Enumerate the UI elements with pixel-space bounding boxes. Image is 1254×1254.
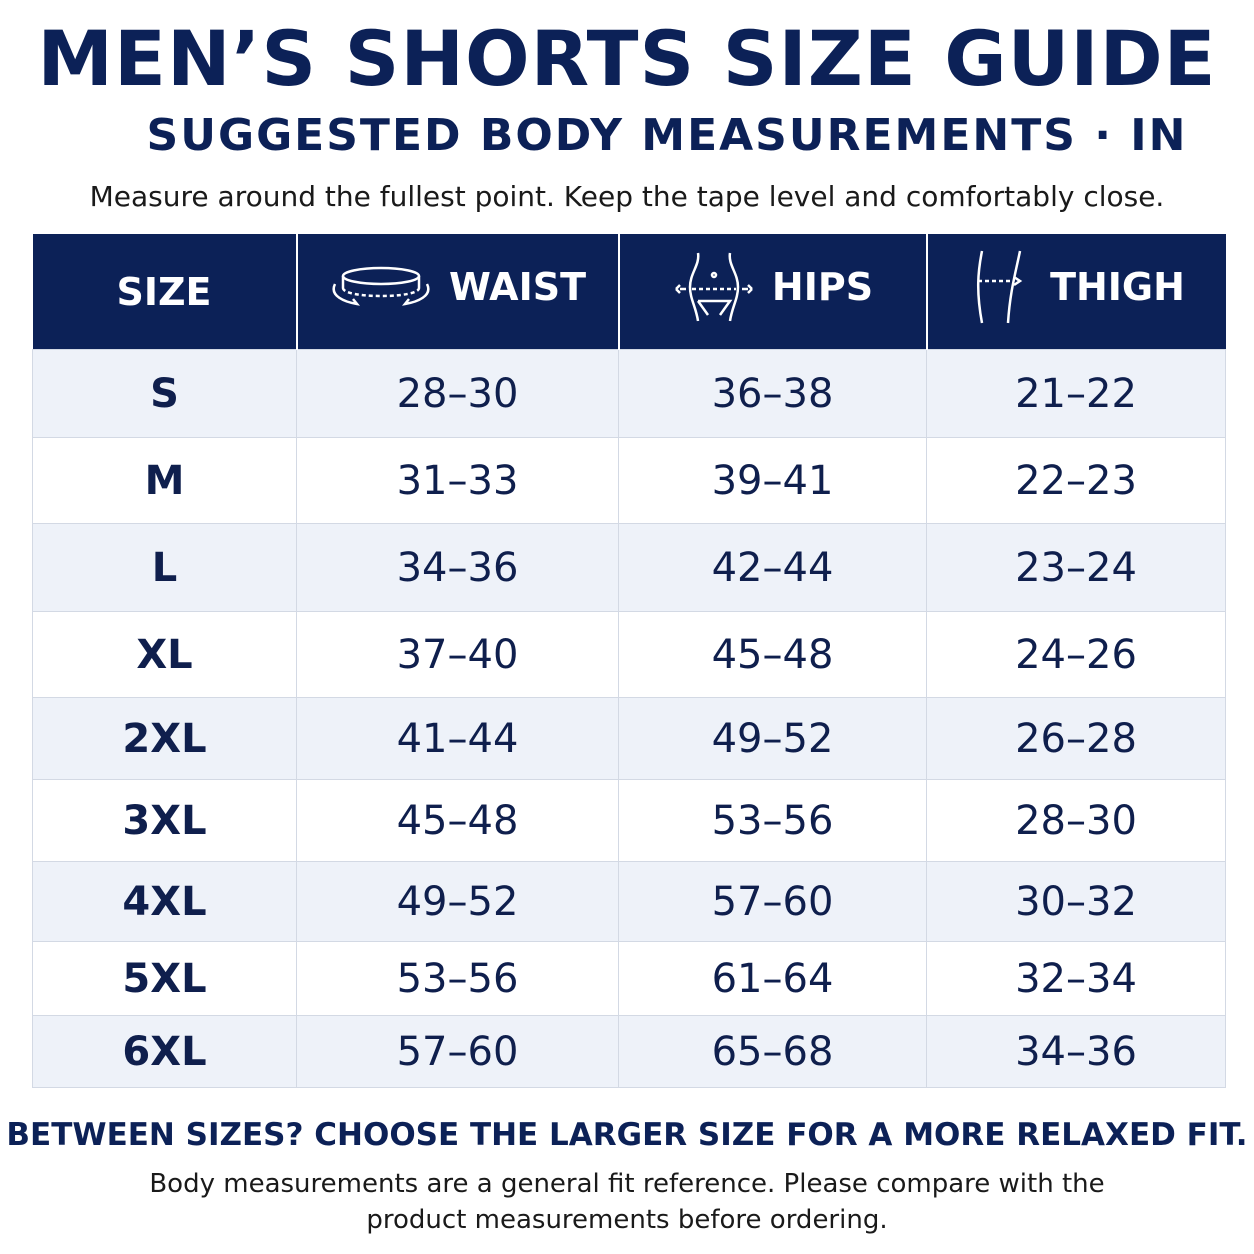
measurement-cell: 42–44 [618,523,927,612]
header-row: SIZE WAIST HIPS THIGH [32,234,1226,350]
measurement-cell: 49–52 [296,861,619,942]
size-cell: 4XL [32,861,297,942]
waist-icon [332,266,430,306]
size-row: XL 37–40 45–48 24–26 [32,611,1226,698]
hips-icon [675,252,753,322]
measurement-cell: 39–41 [618,437,927,524]
measurement-cell: 30–32 [926,861,1226,942]
measurement-cell: 21–22 [926,349,1226,438]
measurement-cell: 61–64 [618,941,927,1016]
measurement-cell: 45–48 [618,611,927,698]
column-header: HIPS [618,234,928,350]
size-cell: 6XL [32,1015,297,1088]
column-header: THIGH [926,234,1226,350]
measurement-cell: 53–56 [296,941,619,1016]
size-row: 3XL 45–48 53–56 28–30 [32,779,1226,862]
size-cell: M [32,437,297,524]
disclaimer: Body measurements are a general fit refe… [149,1169,1105,1235]
size-row: 6XL 57–60 65–68 34–36 [32,1015,1226,1088]
size-cell: 2XL [32,697,297,780]
measurement-cell: 57–60 [296,1015,619,1088]
measurement-cell: 53–56 [618,779,927,862]
measurement-cell: 34–36 [926,1015,1226,1088]
measurement-cell: 36–38 [618,349,927,438]
fit-tip: BETWEEN SIZES? CHOOSE THE LARGER SIZE FO… [6,1117,1248,1153]
measurement-cell: 45–48 [296,779,619,862]
size-row: S 28–30 36–38 21–22 [32,349,1226,438]
measurement-cell: 65–68 [618,1015,927,1088]
measurement-cell: 49–52 [618,697,927,780]
size-cell: 5XL [32,941,297,1016]
column-label: SIZE [116,269,212,314]
measurement-cell: 28–30 [296,349,619,438]
measurement-cell: 22–23 [926,437,1226,524]
measurement-cell: 57–60 [618,861,927,942]
size-row: 4XL 49–52 57–60 30–32 [32,861,1226,942]
column-header: WAIST [296,234,620,350]
size-row: L 34–36 42–44 23–24 [32,523,1226,612]
measurement-cell: 37–40 [296,611,619,698]
size-row: M 31–33 39–41 22–23 [32,437,1226,524]
note: Measure around the fullest point. Keep t… [89,180,1165,213]
measurement-cell: 26–28 [926,697,1226,780]
size-cell: L [32,523,297,612]
measurement-cell: 31–33 [296,437,619,524]
measurement-cell: 23–24 [926,523,1226,612]
measurement-cell: 32–34 [926,941,1226,1016]
size-cell: 3XL [32,779,297,862]
column-label: THIGH [1050,265,1185,309]
size-row: 5XL 53–56 61–64 32–34 [32,941,1226,1016]
size-cell: XL [32,611,297,698]
size-cell: S [32,349,297,438]
measurement-cell: 24–26 [926,611,1226,698]
thigh-icon [977,250,1023,324]
size-table: SIZE WAIST HIPS THIGH S 28–30 36–38 21–22 M 3… [32,234,1226,1088]
column-header: SIZE [32,234,298,350]
column-label: HIPS [771,265,874,309]
measurement-cell: 28–30 [926,779,1226,862]
measurement-cell: 41–44 [296,697,619,780]
title: MEN’S SHORTS SIZE GUIDE [37,14,1217,103]
column-label: WAIST [448,265,587,309]
measurement-cell: 34–36 [296,523,619,612]
size-row: 2XL 41–44 49–52 26–28 [32,697,1226,780]
subtitle: SUGGESTED BODY MEASUREMENTS · IN [146,110,1188,161]
